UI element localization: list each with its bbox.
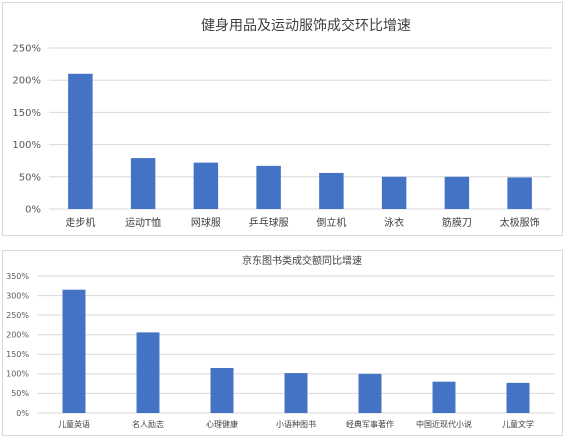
fitness-y-tick-label: 150%: [12, 108, 41, 119]
books-bar-3: [210, 367, 234, 413]
books-chart-title: 京东图书类成交额同比增速: [242, 254, 362, 267]
books-bar-1: [62, 289, 86, 413]
fitness-y-tick-label: 250%: [12, 44, 41, 55]
books-category-label: 小语种图书: [276, 419, 316, 429]
fitness-category-label: 泳衣: [384, 216, 404, 229]
books-y-tick-label: 200%: [6, 331, 29, 340]
fitness-category-label: 太极服饰: [500, 216, 540, 229]
fitness-bar-5: [319, 172, 344, 209]
books-y-tick-label: 100%: [6, 370, 29, 379]
fitness-category-label: 运动T恤: [125, 216, 161, 229]
fitness-category-label: 走步机: [65, 216, 95, 229]
books-y-tick-label: 0%: [16, 409, 29, 418]
books-category-label: 儿童英语: [58, 419, 90, 429]
books-bar-7: [506, 382, 530, 413]
fitness-category-label: 筋膜刀: [442, 216, 472, 229]
fitness-bar-8: [507, 177, 532, 209]
fitness-chart-title: 健身用品及运动服饰成交环比增速: [201, 17, 411, 34]
books-growth-chart: 京东图书类成交额同比增速 0% 50% 100% 150% 200% 250% 300% 350…: [6, 254, 555, 429]
fitness-category-label: 乒乓球服: [249, 216, 289, 229]
books-y-tick-label: 250%: [6, 311, 29, 320]
books-y-tick-label: 300%: [6, 291, 29, 300]
fitness-bar-2: [130, 158, 156, 209]
books-y-tick-label: 150%: [6, 350, 29, 359]
books-bar-4: [284, 373, 308, 413]
books-category-label: 名人励志: [132, 419, 164, 429]
fitness-y-tick-label: 0%: [25, 205, 41, 216]
fitness-bar-1: [68, 73, 93, 209]
books-y-tick-label: 50%: [11, 389, 29, 398]
fitness-y-tick-label: 100%: [12, 140, 41, 151]
books-category-label: 中国近现代小说: [416, 419, 472, 429]
fitness-category-label: 倒立机: [316, 216, 346, 229]
chart-panel-fitness: 健身用品及运动服饰成交环比增速 0% 50% 100% 150% 200% 250% 走步机 运…: [2, 2, 563, 236]
fitness-bar-4: [256, 165, 281, 209]
fitness-category-label: 网球服: [191, 216, 221, 229]
fitness-y-tick-label: 50%: [19, 172, 41, 183]
fitness-y-tick-label: 200%: [12, 76, 41, 87]
books-bar-2: [136, 332, 160, 413]
fitness-bar-6: [381, 176, 407, 209]
books-category-label: 心理健康: [206, 419, 238, 429]
chart-panel-books: 京东图书类成交额同比增速 0% 50% 100% 150% 200% 250% 300% 350…: [2, 250, 563, 436]
books-bar-6: [432, 381, 456, 413]
books-y-tick-label: 350%: [6, 272, 29, 281]
fitness-bar-3: [193, 162, 219, 209]
books-category-label: 经典军事著作: [346, 419, 394, 429]
fitness-growth-chart: 健身用品及运动服饰成交环比增速 0% 50% 100% 150% 200% 250% 走步机 运…: [12, 17, 551, 229]
fitness-bar-7: [444, 176, 470, 209]
books-bar-5: [358, 373, 382, 413]
books-category-label: 儿童文学: [502, 419, 534, 429]
